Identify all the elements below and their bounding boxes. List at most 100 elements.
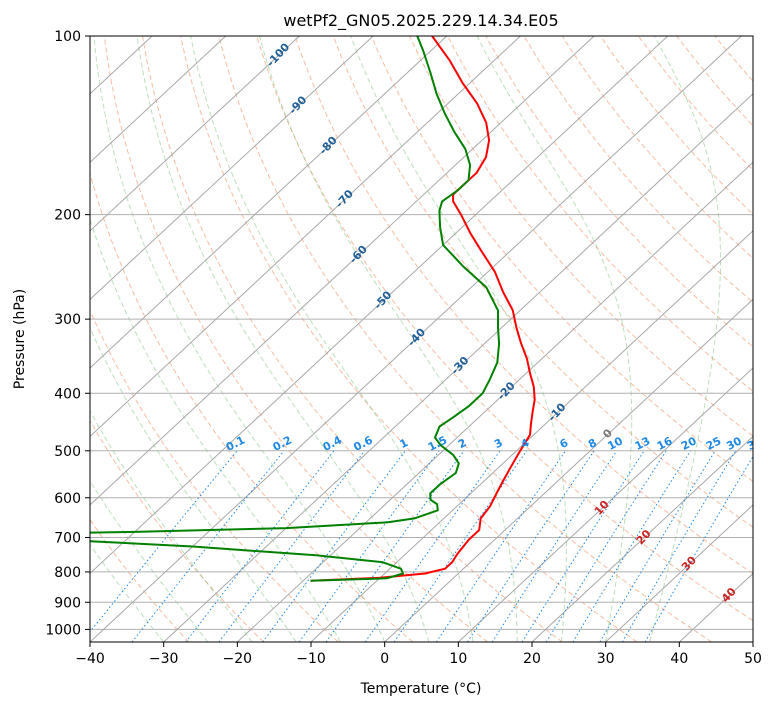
isotherm: [90, 36, 595, 506]
mixing-ratio-line: [262, 450, 406, 642]
x-tick-label: 10: [449, 651, 467, 667]
isotherm: [90, 36, 448, 369]
isotherm: [90, 36, 669, 575]
dry-adiabat: [714, 36, 753, 82]
isotherm: [310, 230, 753, 642]
chart-title: wetPf2_GN05.2025.229.14.34.E05: [283, 11, 558, 31]
x-axis-label: Temperature (°C): [360, 681, 482, 697]
y-tick-label: 100: [54, 29, 81, 45]
moist-adiabat: [649, 36, 721, 642]
dry-adiabat: [485, 36, 753, 348]
mixing-ratio-label: 25: [704, 434, 724, 453]
mixing-ratio-line: [364, 450, 501, 642]
dry-adiabat: [523, 36, 753, 304]
dry-adiabat: [332, 36, 753, 528]
dry-adiabat: [599, 36, 753, 215]
moist-adiabat: [136, 36, 430, 642]
mixing-ratio-line: [131, 450, 285, 642]
x-tick-label: 20: [523, 651, 541, 667]
moist-adiabat: [350, 36, 567, 642]
moist-adiabat: [90, 217, 341, 642]
profile-series: [90, 36, 536, 582]
mixing-ratio-line: [644, 455, 753, 642]
x-tick-label: −40: [75, 651, 105, 667]
mixing-ratio-label: 8: [586, 436, 599, 451]
mixing-ratio-line: [435, 450, 566, 642]
mixing-ratio-line: [467, 450, 595, 642]
y-axis-label: Pressure (hPa): [12, 289, 28, 389]
y-tick-label: 900: [54, 595, 81, 611]
dry-adiabat: [752, 36, 753, 37]
y-tick-label: 300: [54, 312, 81, 328]
y-tick-label: 800: [54, 565, 81, 581]
mixing-ratio-line: [491, 450, 618, 642]
mixing-ratio-label: 6: [558, 436, 571, 451]
isotherm: [457, 367, 753, 642]
isotherm: [90, 36, 742, 642]
isotherm: [605, 504, 753, 642]
moist-adiabat: [93, 36, 386, 642]
dry-adiabat: [103, 36, 488, 642]
dry-adiabat: [90, 419, 264, 642]
dry-adiabats: [90, 36, 753, 642]
y-tick-label: 200: [54, 208, 81, 224]
moist-adiabats: [90, 36, 721, 642]
moist-adiabat: [476, 36, 633, 642]
mixing-ratio-label: 16: [655, 434, 675, 453]
dry-adiabat: [218, 36, 712, 642]
mixing-ratio-line: [393, 450, 528, 642]
dry-adiabat: [638, 36, 753, 171]
moist-adiabat: [190, 36, 474, 642]
isotherm: [90, 36, 521, 438]
dry-adiabat: [142, 36, 563, 642]
moist-adiabat: [90, 480, 209, 642]
x-tick-label: 30: [597, 651, 615, 667]
y-axis-ticks: 100 200 300 400 500 600 700 800 900 1000: [45, 29, 90, 638]
x-tick-label: 0: [380, 651, 389, 667]
y-tick-label: 500: [54, 444, 81, 460]
pressure-gridlines: [90, 36, 753, 630]
x-axis-ticks: −40 −30 −20 −10 0 10 20 30 40 50: [75, 642, 762, 667]
dry-adiabat: [676, 36, 753, 127]
moist-adiabat: [90, 409, 253, 642]
dewpoint-profile-line: [90, 36, 501, 582]
x-tick-label: −20: [223, 651, 253, 667]
mixing-ratio-label: 3: [492, 436, 505, 451]
mixing-ratio-line: [218, 450, 366, 642]
mixing-ratio-label: 13: [633, 434, 653, 453]
dry-adiabat: [370, 36, 753, 483]
isotherms: [0, 36, 753, 642]
mixing-ratio-line: [325, 450, 465, 642]
isotherm: [90, 36, 227, 163]
x-tick-label: 40: [670, 651, 688, 667]
isotherm-label: -100: [264, 40, 293, 69]
dry-adiabat: [256, 36, 753, 622]
isotherm: [90, 36, 300, 232]
moist-adiabat: [258, 36, 518, 642]
mixing-ratio-lines: [90, 450, 753, 642]
mixing-ratio-line: [621, 450, 737, 642]
isotherm: [0, 36, 5, 642]
x-tick-label: −30: [149, 651, 179, 667]
mixing-ratio-line: [521, 450, 645, 642]
dry-adiabat: [294, 36, 753, 575]
mixing-ratio-line: [185, 450, 335, 642]
y-tick-label: 400: [54, 386, 81, 402]
mixing-ratio-line: [572, 450, 691, 642]
isotherm: [752, 641, 753, 642]
x-tick-label: −10: [296, 651, 326, 667]
y-tick-label: 700: [54, 531, 81, 547]
plot-area: -100-90-80-70-60-50-40-30-20-10010203040…: [0, 36, 753, 642]
isotherm: [90, 36, 374, 301]
y-tick-label: 600: [54, 491, 81, 507]
mixing-ratio-line: [298, 450, 440, 642]
dry-adiabat: [180, 36, 638, 642]
isotherm: [384, 298, 753, 642]
isotherm: [163, 93, 753, 642]
mixing-ratio-label: 30: [724, 434, 744, 453]
dry-adiabat: [90, 171, 414, 642]
mixing-ratio-line: [599, 450, 716, 642]
isotherm: [678, 572, 753, 642]
moist-adiabat: [90, 326, 297, 642]
